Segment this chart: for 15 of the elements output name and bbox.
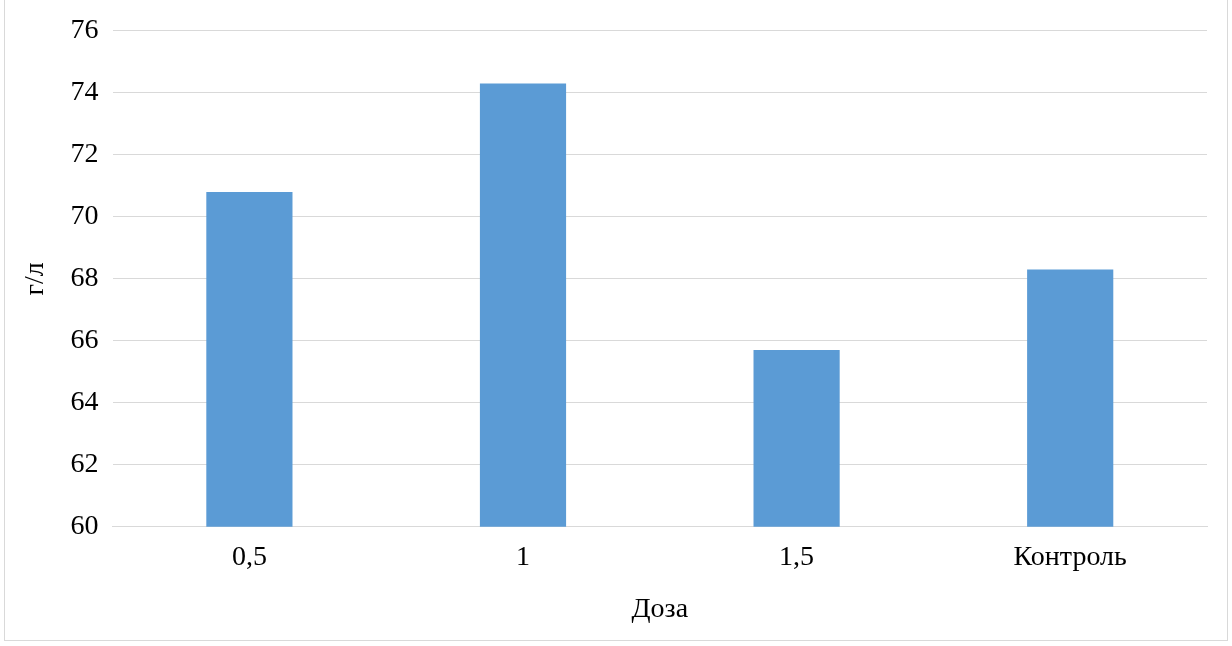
x-tick-label: Контроль: [1013, 539, 1127, 571]
y-axis-title: г/л: [18, 262, 50, 296]
y-tick-label: 64: [70, 385, 99, 417]
x-tick-label: 1,5: [779, 539, 815, 571]
y-tick-label: 68: [70, 261, 99, 293]
x-tick-label: 1: [516, 539, 530, 571]
y-tick-label: 70: [70, 199, 99, 231]
y-tick-label: 72: [70, 137, 99, 169]
x-axis-title: Доза: [631, 591, 689, 623]
y-tick-label: 66: [70, 323, 99, 355]
x-tick-label: 0,5: [231, 539, 267, 571]
y-tick-label: 74: [70, 75, 99, 107]
y-tick-label: 62: [70, 447, 99, 479]
y-tick-label: 76: [70, 13, 99, 45]
y-tick-label: 60: [70, 509, 99, 541]
